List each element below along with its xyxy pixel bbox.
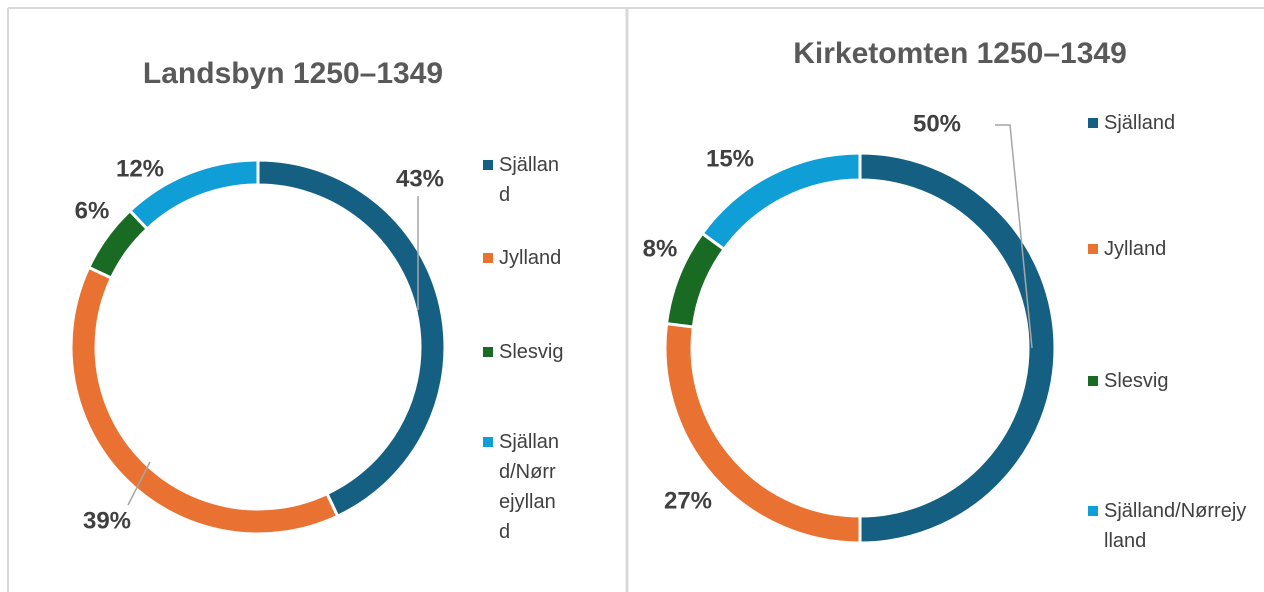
legend-item: Själland [483, 150, 565, 210]
chart-title: Landsbyn 1250–1349 [143, 57, 443, 90]
data-label: 27% [664, 487, 712, 514]
legend-label: Själland/Nørrejylland [1104, 500, 1247, 552]
legend-label: Själland [499, 154, 560, 206]
legend-swatch [1088, 506, 1098, 516]
legend-item: Slesvig [1088, 366, 1248, 396]
legend-item: Själland/Nørrejylland [1088, 496, 1248, 556]
legend-swatch [1088, 376, 1098, 386]
legend-swatch [483, 160, 493, 170]
legend-item: Själland/Nørrejylland [483, 427, 565, 547]
chart-title: Kirketomten 1250–1349 [793, 37, 1127, 70]
donut-segment [858, 151, 1057, 545]
data-label: 15% [706, 145, 754, 172]
legend-swatch [483, 437, 493, 447]
donut-segment [127, 158, 260, 232]
data-label: 50% [913, 110, 961, 137]
donut-segment [69, 265, 340, 536]
legend-label: Slesvig [499, 341, 564, 363]
data-label: 6% [75, 197, 110, 224]
legend-swatch [1088, 244, 1098, 254]
donut-segment [256, 158, 447, 519]
legend-swatch [483, 253, 493, 263]
legend-swatch [1088, 118, 1098, 128]
data-label: 8% [643, 235, 678, 262]
legend-item: Själland [1088, 108, 1248, 138]
data-label: 39% [83, 507, 131, 534]
legend-item: Jylland [1088, 234, 1248, 264]
legend-label: Själland/Nørrejylland [499, 431, 560, 543]
data-label: 43% [396, 165, 444, 192]
legend-item: Slesvig [483, 337, 565, 367]
legend-label: Jylland [1104, 238, 1167, 260]
legend-label: Jylland [499, 247, 562, 269]
legend-label: Slesvig [1104, 370, 1169, 392]
leader-line [995, 124, 1033, 349]
leader-line [127, 461, 151, 506]
legend-label: Själland [1104, 112, 1176, 134]
donut-segment [700, 151, 862, 252]
data-label: 12% [116, 155, 164, 182]
legend-item: Jylland [483, 243, 565, 273]
legend-swatch [483, 347, 493, 357]
